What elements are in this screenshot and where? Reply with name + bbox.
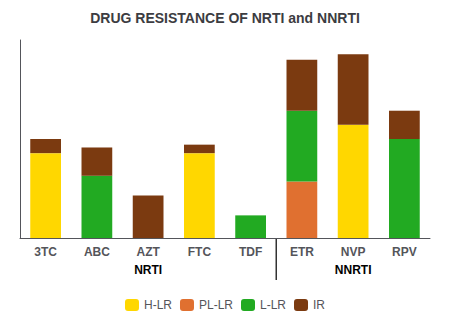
svg-text:AZT: AZT xyxy=(136,245,160,259)
svg-text:TDF: TDF xyxy=(239,245,262,259)
svg-text:RPV: RPV xyxy=(392,245,417,259)
svg-text:IR: IR xyxy=(313,298,325,312)
svg-text:PL-LR: PL-LR xyxy=(199,298,233,312)
svg-text:ETR: ETR xyxy=(290,245,314,259)
svg-text:3TC: 3TC xyxy=(34,245,57,259)
svg-text:ABC: ABC xyxy=(84,245,110,259)
svg-text:NVP: NVP xyxy=(341,245,366,259)
svg-text:L-LR: L-LR xyxy=(260,298,286,312)
svg-text:FTC: FTC xyxy=(188,245,212,259)
svg-text:H-LR: H-LR xyxy=(144,298,172,312)
svg-text:DRUG RESISTANCE OF NRTI and NN: DRUG RESISTANCE OF NRTI and NNRTI xyxy=(90,10,360,26)
svg-text:NRTI: NRTI xyxy=(134,263,162,277)
svg-text:NNRTI: NNRTI xyxy=(335,263,372,277)
